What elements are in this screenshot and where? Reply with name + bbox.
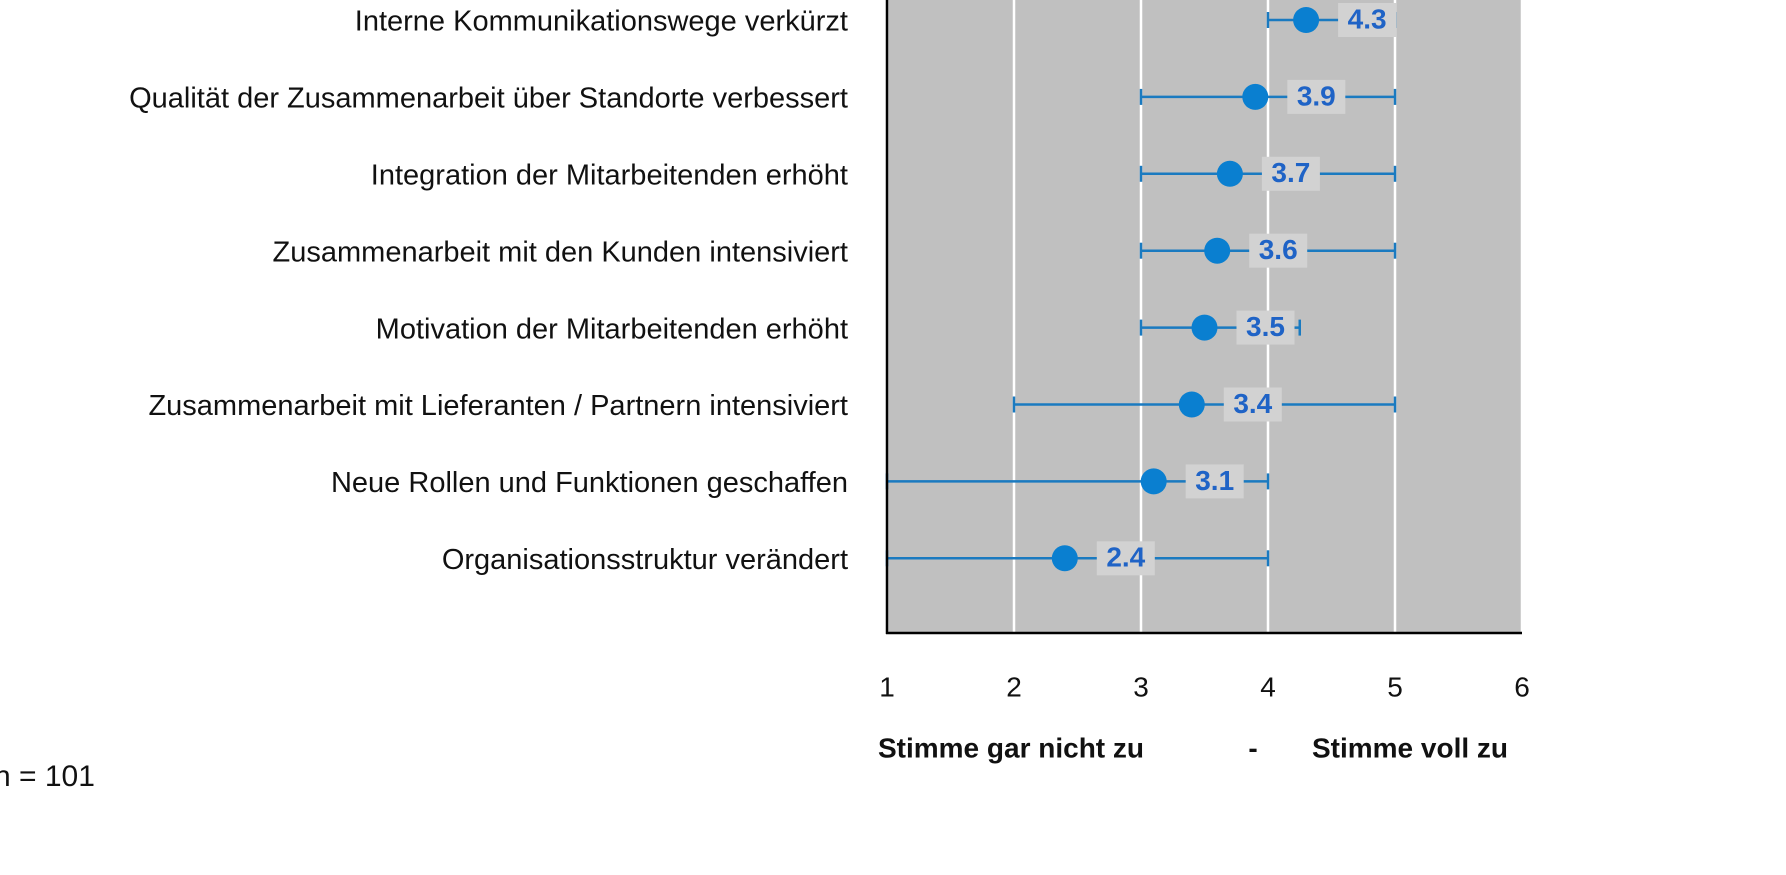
value-label: 3.7 <box>1271 157 1310 188</box>
value-label: 3.1 <box>1195 465 1234 496</box>
category-label: Qualität der Zusammenarbeit über Standor… <box>129 83 848 115</box>
dot <box>1242 83 1269 110</box>
value-label: 4.3 <box>1348 3 1387 34</box>
category-label: Neue Rollen und Funktionen geschaffen <box>331 467 848 499</box>
x-axis-label-right: Stimme voll zu <box>1312 732 1508 763</box>
dot <box>1051 545 1078 572</box>
category-label: Motivation der Mitarbeitenden erhöht <box>376 313 848 345</box>
category-label: Zusammenarbeit mit Lieferanten / Partner… <box>148 390 848 422</box>
dot <box>1140 468 1167 495</box>
value-label-bg <box>1338 3 1397 37</box>
x-tick-label: 6 <box>1514 671 1530 702</box>
dot <box>1178 391 1205 418</box>
value-label-bg <box>1249 233 1308 268</box>
x-tick-label: 4 <box>1260 671 1276 702</box>
marks: 4.3 3.9 3.7 3.6 3.5 3.4 3.1 2.4 <box>885 3 1397 576</box>
value-label-bg <box>1096 541 1155 576</box>
dot <box>1293 7 1320 33</box>
value-label: 3.6 <box>1259 234 1298 265</box>
value-label: 2.4 <box>1106 542 1145 573</box>
x-tick-label: 5 <box>1387 671 1403 702</box>
category-label: Zusammenarbeit mit den Kunden intensivie… <box>273 236 848 268</box>
category-label: Interne Kommunikationswege verkürzt <box>355 6 848 38</box>
dot <box>1204 237 1231 264</box>
x-tick-label: 3 <box>1133 671 1149 702</box>
value-label: 3.4 <box>1233 388 1272 419</box>
x-tick-label: 2 <box>1006 671 1022 702</box>
value-label-bg <box>1287 79 1346 114</box>
note: n = 101 <box>0 760 95 793</box>
value-label-bg <box>1236 310 1295 345</box>
dot <box>1216 160 1243 187</box>
dot <box>1191 314 1218 341</box>
x-axis-label-sep: - <box>1248 732 1257 763</box>
x-tick-label: 1 <box>879 671 895 702</box>
value-label: 3.9 <box>1297 80 1336 111</box>
value-label-bg <box>1185 464 1244 499</box>
category-label: Organisationsstruktur verändert <box>442 544 848 576</box>
value-label-bg <box>1261 156 1320 191</box>
x-axis-label-left: Stimme gar nicht zu <box>878 732 1144 763</box>
value-label-bg <box>1223 387 1282 422</box>
category-label: Integration der Mitarbeitenden erhöht <box>371 159 848 191</box>
value-label: 3.5 <box>1246 311 1285 342</box>
